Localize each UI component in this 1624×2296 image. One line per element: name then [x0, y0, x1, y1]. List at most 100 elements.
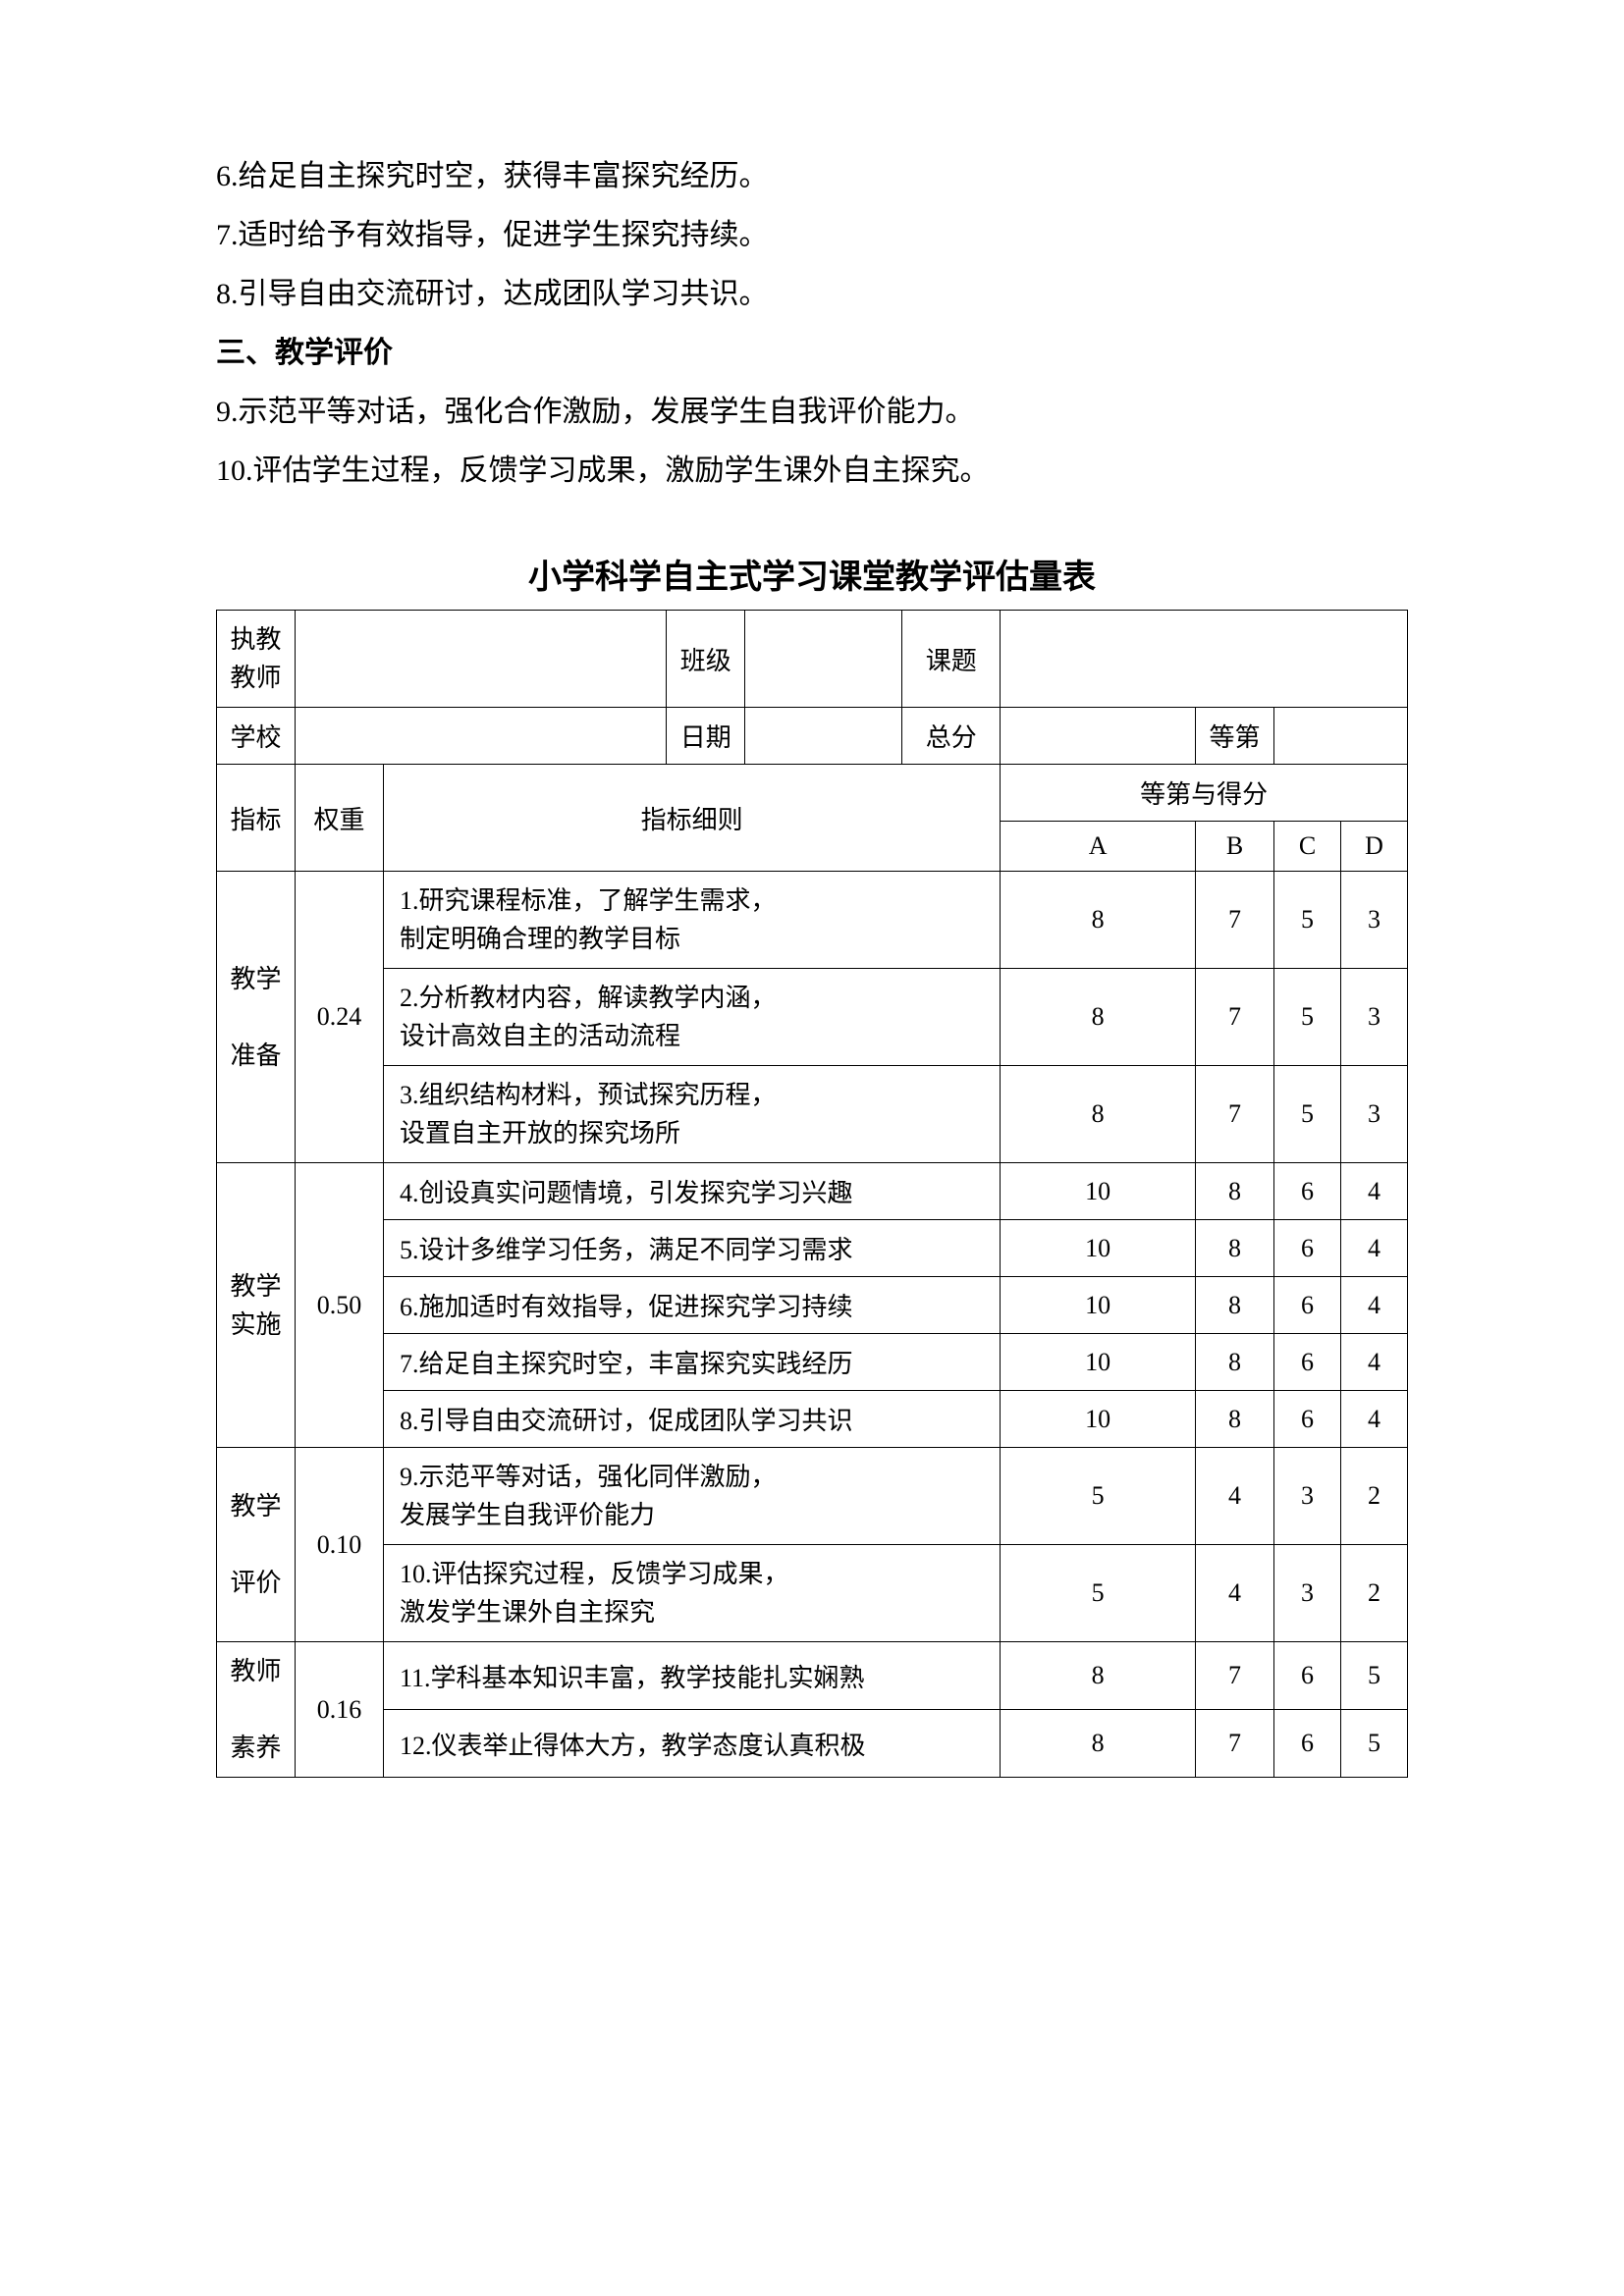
- score-b: 7: [1196, 1642, 1274, 1710]
- topic-value: [1001, 611, 1408, 708]
- class-value: [745, 611, 902, 708]
- intro-text-block: 6.给足自主探究时空，获得丰富探究经历。 7.适时给予有效指导，促进学生探究持续…: [216, 147, 1408, 501]
- table-row: 3.组织结构材料，预试探究历程，设置自主开放的探究场所 8 7 5 3: [217, 1066, 1408, 1163]
- col-a: A: [1001, 822, 1196, 872]
- school-label: 学校: [217, 708, 296, 765]
- score-b: 7: [1196, 1066, 1274, 1163]
- detail-cell: 6.施加适时有效指导，促进探究学习持续: [384, 1277, 1001, 1334]
- score-d: 4: [1341, 1277, 1408, 1334]
- intro-line-10: 10.评估学生过程，反馈学习成果，激励学生课外自主探究。: [216, 442, 1408, 501]
- table-header-row-1: 执教教师 班级 课题: [217, 611, 1408, 708]
- detail-cell: 8.引导自由交流研讨，促成团队学习共识: [384, 1391, 1001, 1448]
- score-c: 5: [1274, 969, 1341, 1066]
- score-c: 6: [1274, 1642, 1341, 1710]
- detail-cell: 4.创设真实问题情境，引发探究学习兴趣: [384, 1163, 1001, 1220]
- score-c: 6: [1274, 1220, 1341, 1277]
- topic-label: 课题: [902, 611, 1001, 708]
- class-label: 班级: [667, 611, 745, 708]
- score-c: 6: [1274, 1710, 1341, 1778]
- table-row: 教学评价 0.10 9.示范平等对话，强化同伴激励，发展学生自我评价能力 5 4…: [217, 1448, 1408, 1545]
- score-b: 7: [1196, 1710, 1274, 1778]
- indicator-label: 指标: [217, 765, 296, 872]
- score-c: 6: [1274, 1334, 1341, 1391]
- total-value: [1001, 708, 1196, 765]
- section-3-heading: 三、教学评价: [216, 324, 1408, 383]
- score-c: 5: [1274, 872, 1341, 969]
- weight-label: 权重: [296, 765, 384, 872]
- score-d: 2: [1341, 1448, 1408, 1545]
- score-d: 3: [1341, 872, 1408, 969]
- score-a: 10: [1001, 1163, 1196, 1220]
- score-c: 3: [1274, 1448, 1341, 1545]
- table-subheader-row: 指标 权重 指标细则 等第与得分: [217, 765, 1408, 822]
- score-d: 4: [1341, 1163, 1408, 1220]
- gradescore-label: 等第与得分: [1001, 765, 1408, 822]
- score-b: 7: [1196, 969, 1274, 1066]
- category-weight: 0.10: [296, 1448, 384, 1642]
- detail-cell: 3.组织结构材料，预试探究历程，设置自主开放的探究场所: [384, 1066, 1001, 1163]
- table-row: 教师素养 0.16 11.学科基本知识丰富，教学技能扎实娴熟 8 7 6 5: [217, 1642, 1408, 1710]
- score-a: 10: [1001, 1391, 1196, 1448]
- table-title: 小学科学自主式学习课堂教学评估量表: [216, 550, 1408, 598]
- evaluation-table: 执教教师 班级 课题 学校 日期 总分 等第 指标 权重 指标细则 等第与得分 …: [216, 610, 1408, 1778]
- detail-cell: 2.分析教材内容，解读教学内涵，设计高效自主的活动流程: [384, 969, 1001, 1066]
- score-c: 6: [1274, 1163, 1341, 1220]
- detail-cell: 7.给足自主探究时空，丰富探究实践经历: [384, 1334, 1001, 1391]
- category-weight: 0.50: [296, 1163, 384, 1448]
- detail-cell: 9.示范平等对话，强化同伴激励，发展学生自我评价能力: [384, 1448, 1001, 1545]
- detail-cell: 11.学科基本知识丰富，教学技能扎实娴熟: [384, 1642, 1001, 1710]
- date-label: 日期: [667, 708, 745, 765]
- detail-label: 指标细则: [384, 765, 1001, 872]
- category-name: 教学准备: [217, 872, 296, 1163]
- category-weight: 0.16: [296, 1642, 384, 1778]
- score-a: 5: [1001, 1545, 1196, 1642]
- grade-value: [1274, 708, 1408, 765]
- score-c: 5: [1274, 1066, 1341, 1163]
- col-d: D: [1341, 822, 1408, 872]
- score-d: 4: [1341, 1334, 1408, 1391]
- score-b: 8: [1196, 1334, 1274, 1391]
- score-d: 4: [1341, 1391, 1408, 1448]
- score-b: 8: [1196, 1277, 1274, 1334]
- score-a: 10: [1001, 1277, 1196, 1334]
- score-c: 6: [1274, 1391, 1341, 1448]
- score-a: 8: [1001, 1642, 1196, 1710]
- intro-line-9: 9.示范平等对话，强化合作激励，发展学生自我评价能力。: [216, 383, 1408, 442]
- score-b: 4: [1196, 1545, 1274, 1642]
- table-row: 7.给足自主探究时空，丰富探究实践经历 10 8 6 4: [217, 1334, 1408, 1391]
- intro-line-8: 8.引导自由交流研讨，达成团队学习共识。: [216, 265, 1408, 324]
- score-b: 8: [1196, 1220, 1274, 1277]
- table-row: 5.设计多维学习任务，满足不同学习需求 10 8 6 4: [217, 1220, 1408, 1277]
- category-name: 教学实施: [217, 1163, 296, 1448]
- table-header-row-2: 学校 日期 总分 等第: [217, 708, 1408, 765]
- category-weight: 0.24: [296, 872, 384, 1163]
- score-d: 4: [1341, 1220, 1408, 1277]
- detail-cell: 10.评估探究过程，反馈学习成果，激发学生课外自主探究: [384, 1545, 1001, 1642]
- teacher-label: 执教教师: [217, 611, 296, 708]
- score-a: 5: [1001, 1448, 1196, 1545]
- score-d: 3: [1341, 1066, 1408, 1163]
- table-row: 10.评估探究过程，反馈学习成果，激发学生课外自主探究 5 4 3 2: [217, 1545, 1408, 1642]
- score-a: 8: [1001, 1710, 1196, 1778]
- category-name: 教学评价: [217, 1448, 296, 1642]
- category-name: 教师素养: [217, 1642, 296, 1778]
- table-row: 教学准备 0.24 1.研究课程标准，了解学生需求，制定明确合理的教学目标 8 …: [217, 872, 1408, 969]
- score-a: 8: [1001, 872, 1196, 969]
- score-d: 5: [1341, 1642, 1408, 1710]
- score-c: 3: [1274, 1545, 1341, 1642]
- score-a: 10: [1001, 1334, 1196, 1391]
- table-row: 6.施加适时有效指导，促进探究学习持续 10 8 6 4: [217, 1277, 1408, 1334]
- score-c: 6: [1274, 1277, 1341, 1334]
- score-b: 8: [1196, 1163, 1274, 1220]
- score-b: 7: [1196, 872, 1274, 969]
- date-value: [745, 708, 902, 765]
- table-row: 2.分析教材内容，解读教学内涵，设计高效自主的活动流程 8 7 5 3: [217, 969, 1408, 1066]
- detail-cell: 1.研究课程标准，了解学生需求，制定明确合理的教学目标: [384, 872, 1001, 969]
- score-d: 2: [1341, 1545, 1408, 1642]
- table-row: 12.仪表举止得体大方，教学态度认真积极 8 7 6 5: [217, 1710, 1408, 1778]
- table-row: 8.引导自由交流研讨，促成团队学习共识 10 8 6 4: [217, 1391, 1408, 1448]
- intro-line-7: 7.适时给予有效指导，促进学生探究持续。: [216, 206, 1408, 265]
- col-b: B: [1196, 822, 1274, 872]
- total-label: 总分: [902, 708, 1001, 765]
- intro-line-6: 6.给足自主探究时空，获得丰富探究经历。: [216, 147, 1408, 206]
